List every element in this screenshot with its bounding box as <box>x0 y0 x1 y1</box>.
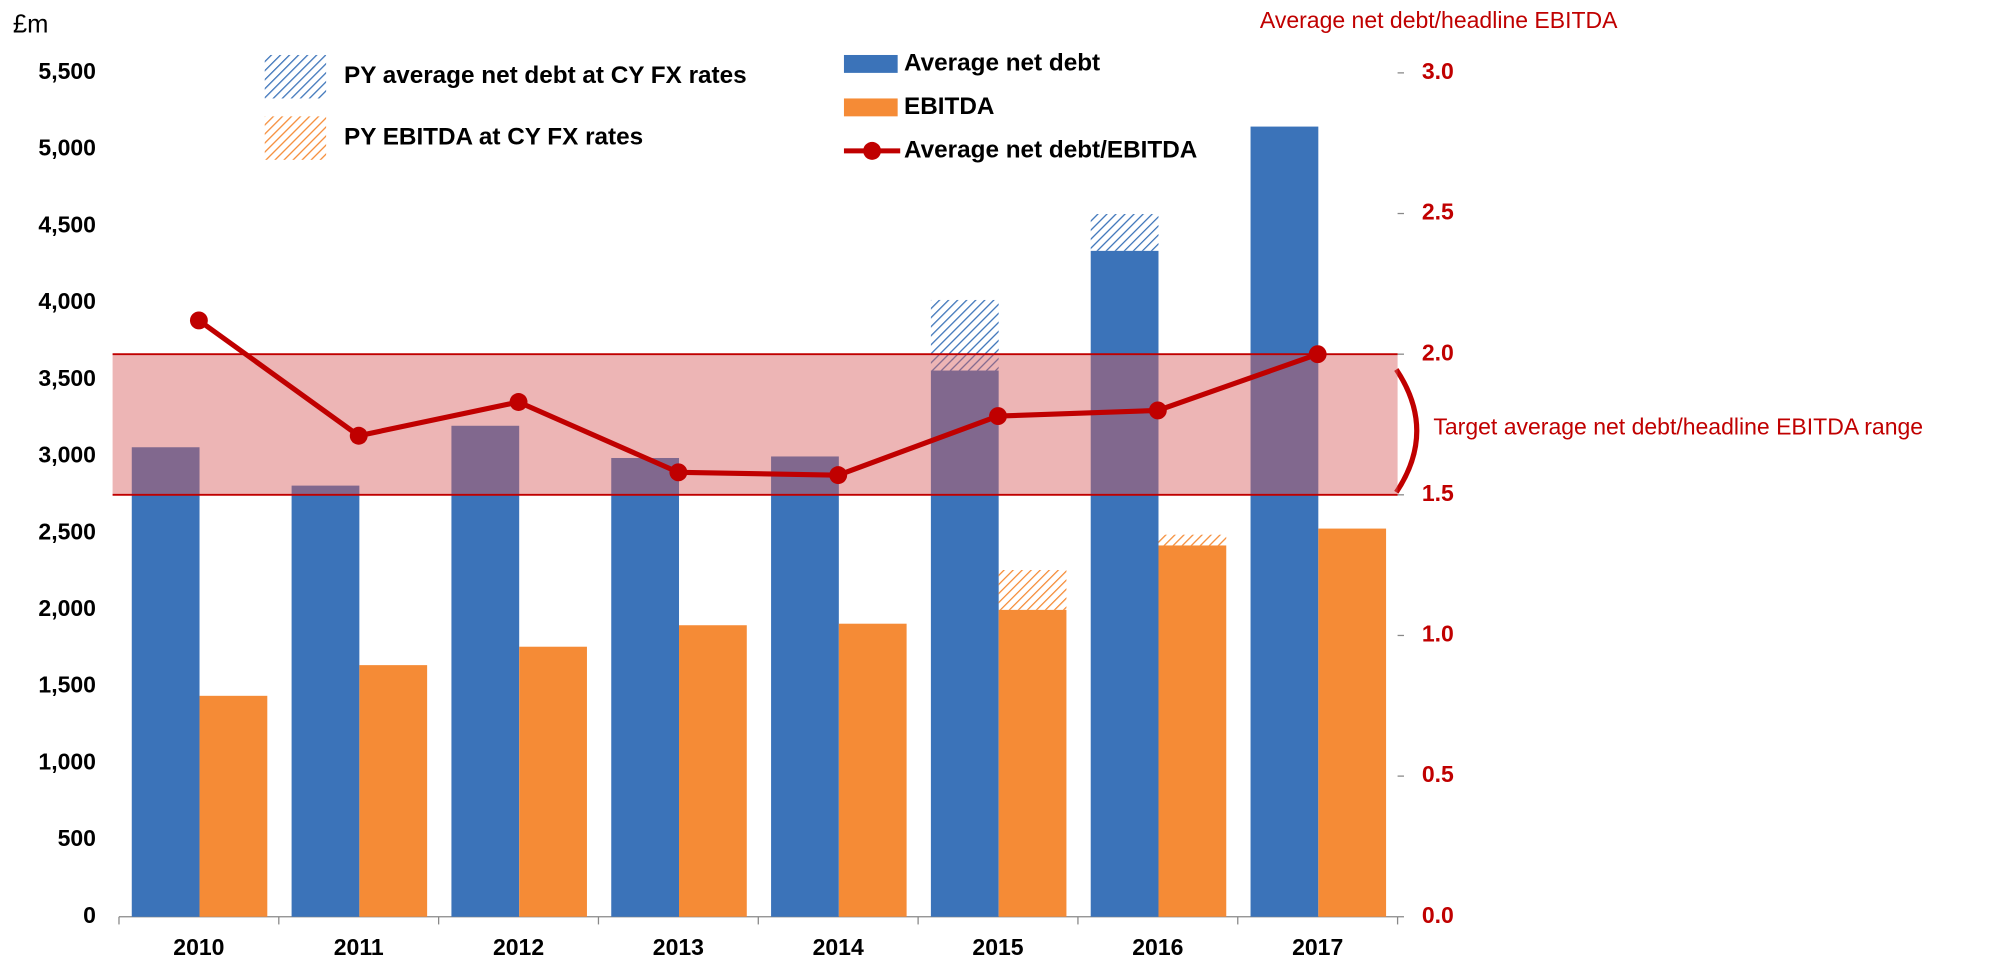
y2-tick-label: 3.0 <box>1422 58 1454 84</box>
bar <box>451 425 520 917</box>
bar <box>611 457 680 917</box>
legend-swatch <box>843 54 898 73</box>
fx-hatch-bar <box>1090 214 1159 251</box>
bar <box>1090 250 1159 917</box>
bar <box>519 646 587 917</box>
ratio-point <box>349 426 368 445</box>
x-tick-label: 2011 <box>334 934 384 960</box>
range-brace <box>1394 368 1420 494</box>
ratio-point <box>669 463 688 482</box>
ratio-point <box>989 407 1007 426</box>
legend-label: Average net debt <box>904 49 1100 76</box>
fx-hatch-bar <box>930 299 999 371</box>
y-tick-label: 2,000 <box>38 595 96 621</box>
bar <box>1318 528 1387 917</box>
y2-tick-label: 1.5 <box>1422 480 1454 506</box>
ratio-point <box>829 466 848 485</box>
x-tick-label: 2015 <box>972 934 1023 960</box>
bar <box>1250 126 1319 917</box>
y-tick-label: 0 <box>83 902 96 928</box>
bar <box>1158 545 1227 917</box>
y-tick-label: 2,500 <box>38 518 96 544</box>
legend-swatch <box>863 141 882 160</box>
ratio-point <box>189 311 208 330</box>
legend-label: PY EBITDA at CY FX rates <box>344 124 643 151</box>
x-tick-label: 2017 <box>1292 934 1343 960</box>
fx-hatch-bar <box>998 570 1067 610</box>
bar <box>998 609 1067 917</box>
y2-tick-label: 2.5 <box>1422 199 1454 225</box>
y-tick-label: 500 <box>58 825 96 851</box>
y2-tick-label: 2.0 <box>1422 339 1454 365</box>
y2-axis-label: Average net debt/headline EBITDA <box>1260 7 1618 33</box>
legend-swatch <box>264 116 327 160</box>
fx-hatch-bar <box>1158 534 1227 546</box>
legend-swatch <box>264 54 327 99</box>
bar <box>199 695 268 917</box>
legend-label: EBITDA <box>904 93 994 120</box>
y-tick-label: 5,000 <box>38 135 96 161</box>
bar <box>291 485 360 917</box>
x-tick-label: 2013 <box>653 934 704 960</box>
x-tick-label: 2012 <box>493 934 544 960</box>
target-range-label: Target average net debt/headline EBITDA … <box>1433 413 1923 439</box>
bar <box>131 447 200 917</box>
bar <box>359 665 428 917</box>
bar <box>771 456 839 917</box>
y-tick-label: 1,000 <box>38 748 96 774</box>
ratio-line <box>197 318 1319 478</box>
y-tick-label: 3,000 <box>38 442 96 468</box>
y-tick-label: 1,500 <box>38 672 96 698</box>
y-axis-label: £m <box>13 10 49 38</box>
x-tick-label: 2016 <box>1132 934 1183 960</box>
ratio-point <box>509 393 528 411</box>
y-tick-label: 5,500 <box>38 58 96 84</box>
legend-label: Average net debt/EBITDA <box>904 136 1197 163</box>
bar <box>838 623 907 917</box>
y2-tick-label: 1.0 <box>1422 621 1454 647</box>
y-tick-label: 3,500 <box>38 365 96 391</box>
y2-tick-label: 0.5 <box>1422 761 1454 787</box>
y-tick-label: 4,000 <box>38 288 96 314</box>
ratio-point <box>1308 345 1327 364</box>
y-tick-label: 4,500 <box>38 211 96 237</box>
y2-tick-label: 0.0 <box>1422 902 1454 928</box>
legend-swatch <box>843 98 898 117</box>
bar <box>930 370 999 917</box>
x-tick-label: 2014 <box>813 934 864 960</box>
bar <box>679 625 747 917</box>
ratio-point <box>1148 401 1167 420</box>
x-tick-label: 2010 <box>173 934 224 960</box>
legend-label: PY average net debt at CY FX rates <box>344 62 747 89</box>
